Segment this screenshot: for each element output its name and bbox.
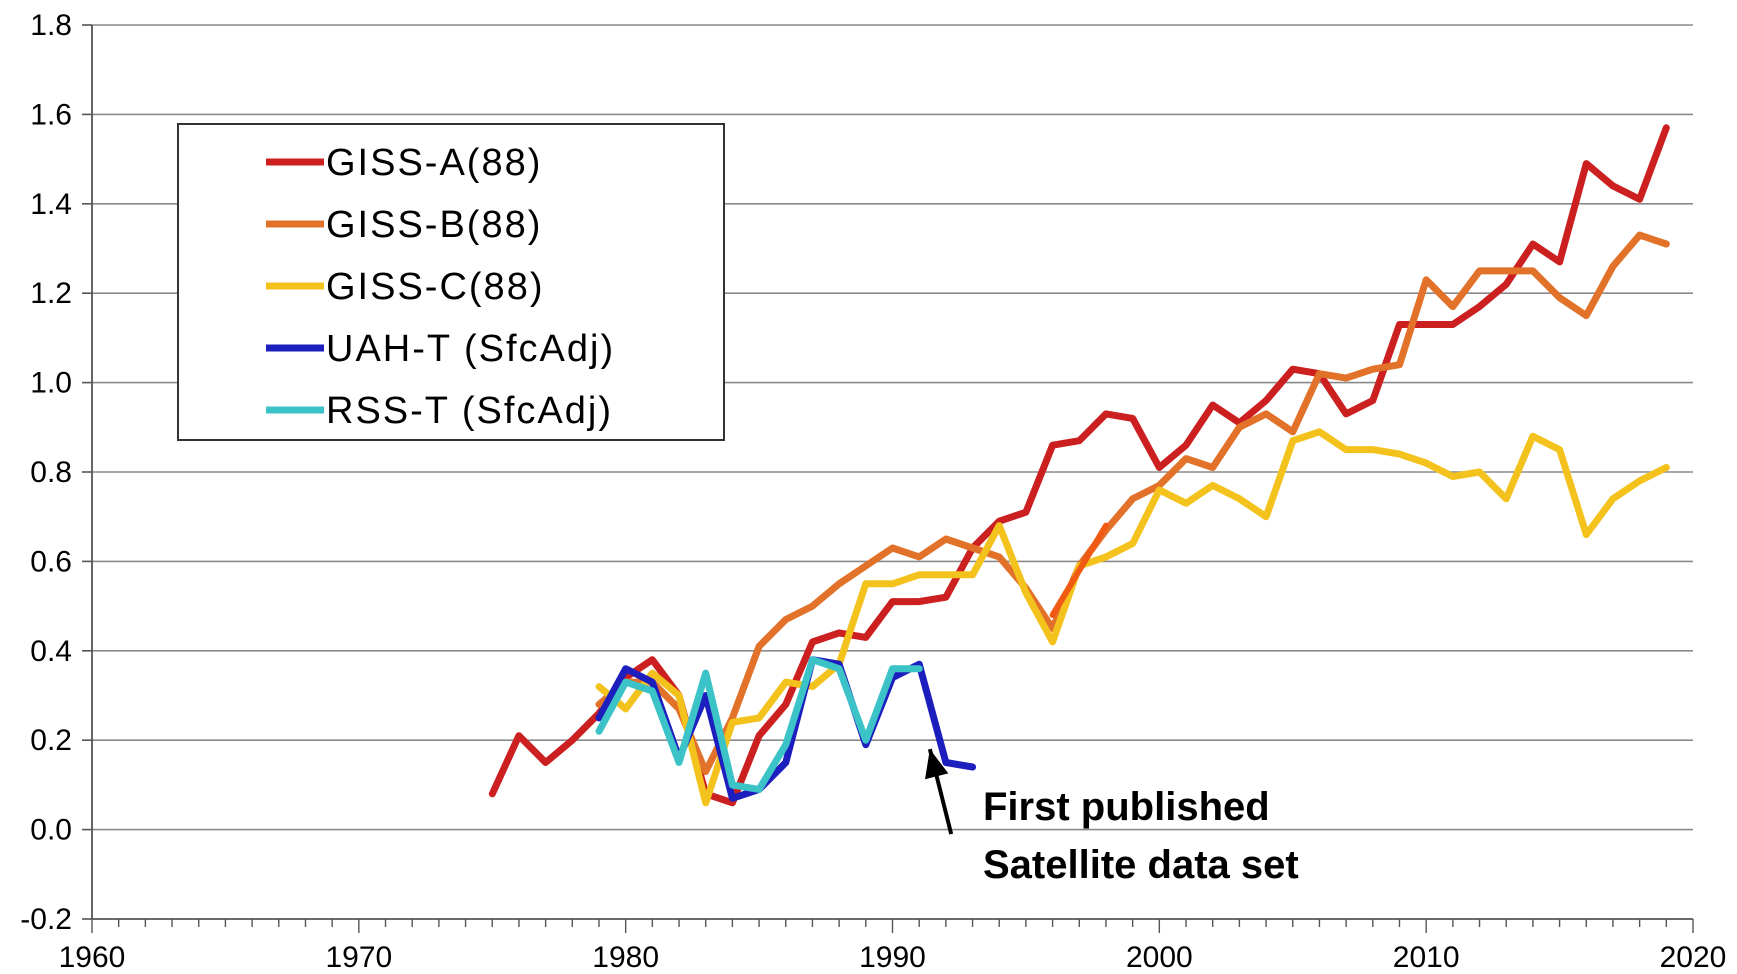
x-tick-label: 2010	[1393, 941, 1460, 974]
y-axis-ticks: -0.2 0.0 0.2 0.4 0.6 0.8 1.0 1.2 1.4 1.6 1.8	[20, 9, 92, 936]
y-tick-label: 0.8	[30, 456, 72, 489]
y-tick-label: 1.6	[30, 98, 72, 131]
series-line-3	[595, 428, 1670, 807]
y-tick-label: 0.6	[30, 545, 72, 578]
x-tick-label: 1970	[325, 941, 392, 974]
x-tick-label: 2020	[1660, 941, 1727, 974]
series-line-2	[595, 231, 1670, 775]
series-line-5	[595, 656, 923, 793]
y-tick-label: 1.4	[30, 188, 72, 221]
annotation-text-line: First published	[983, 785, 1270, 829]
annotation-arrow-head	[925, 749, 949, 780]
y-tick-label: -0.2	[20, 903, 72, 936]
legend-label-5: RSS-T (SfcAdj)	[326, 390, 613, 432]
x-tick-label: 1960	[59, 941, 126, 974]
y-tick-label: 1.8	[30, 9, 72, 42]
x-tick-label: 1980	[592, 941, 659, 974]
legend-box	[177, 123, 725, 441]
series-lines	[488, 124, 1670, 807]
y-tick-label: 0.2	[30, 724, 72, 757]
y-tick-label: 1.2	[30, 277, 72, 310]
legend-label-4: UAH-T (SfcAdj)	[326, 328, 615, 370]
legend-label-2: GISS-B(88)	[326, 204, 542, 246]
annotations: First published Satellite data set	[925, 748, 1299, 887]
overlay-segment	[1049, 522, 1109, 619]
x-tick-label: 2000	[1126, 941, 1193, 974]
legend: GISS-A(88) GISS-B(88) GISS-C(88) UAH-T (Sfc…	[177, 123, 725, 441]
annotation-text-line: Satellite data set	[983, 843, 1299, 887]
legend-label-3: GISS-C(88)	[326, 266, 544, 308]
x-axis-ticks: 1960 1970 1980 1990 2000 2010 2020	[59, 919, 1727, 974]
y-tick-label: 0.0	[30, 814, 72, 847]
y-tick-label: 0.4	[30, 635, 72, 668]
legend-label-1: GISS-A(88)	[326, 142, 542, 184]
x-tick-label: 1990	[859, 941, 926, 974]
y-tick-label: 1.0	[30, 367, 72, 400]
